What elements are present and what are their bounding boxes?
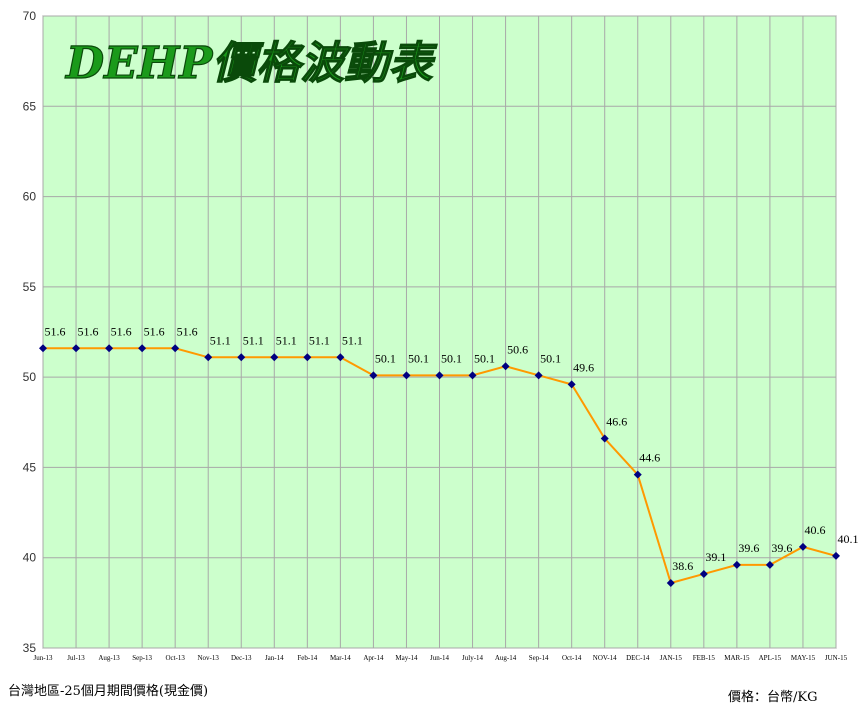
- data-marker: [336, 353, 345, 362]
- data-marker: [600, 434, 609, 443]
- data-marker: [468, 371, 477, 380]
- data-label: 39.6: [738, 541, 759, 555]
- data-marker: [798, 542, 807, 551]
- data-label: 51.1: [342, 333, 363, 347]
- data-label: 51.1: [210, 333, 231, 347]
- x-tick-label: July-14: [462, 654, 484, 662]
- x-tick-label: Sep-13: [132, 654, 152, 662]
- y-tick-label: 70: [23, 9, 37, 23]
- data-label: 44.6: [639, 451, 660, 465]
- data-label: 51.6: [177, 324, 198, 338]
- footer-right-note: 價格：台幣/KG: [728, 690, 818, 705]
- data-label: 51.6: [78, 324, 99, 338]
- x-tick-label: Oct-14: [562, 654, 582, 662]
- x-axis-ticks: Jun-13 Jul-13 Aug-13 Sep-13 Oct-13 Nov-13 Dec-…: [33, 654, 847, 662]
- data-marker: [534, 371, 543, 380]
- x-tick-label: Jun-14: [430, 654, 450, 662]
- data-marker: [501, 362, 510, 371]
- data-marker: [369, 371, 378, 380]
- y-tick-label: 50: [23, 370, 37, 384]
- data-label: 51.1: [276, 333, 297, 347]
- data-label: 51.1: [309, 333, 330, 347]
- x-tick-label: Sep-14: [529, 654, 549, 662]
- data-marker: [237, 353, 246, 362]
- data-label: 46.6: [606, 415, 627, 429]
- x-tick-label: Nov-13: [198, 654, 220, 662]
- data-label: 50.1: [441, 351, 462, 365]
- x-tick-label: Dec-13: [231, 654, 252, 662]
- y-tick-label: 45: [23, 460, 37, 474]
- data-label: 49.6: [573, 360, 594, 374]
- data-label: 51.6: [45, 324, 66, 338]
- data-marker: [171, 344, 180, 353]
- x-tick-label: NOV-14: [593, 654, 617, 662]
- data-marker: [567, 380, 576, 389]
- x-tick-label: Jan-14: [265, 654, 284, 662]
- x-tick-label: Feb-14: [297, 654, 317, 662]
- x-tick-label: Aug-13: [98, 654, 120, 662]
- x-tick-label: Aug-14: [495, 654, 517, 662]
- data-label: 50.1: [375, 351, 396, 365]
- data-label: 50.1: [408, 351, 429, 365]
- data-marker: [105, 344, 114, 353]
- data-marker: [204, 353, 213, 362]
- data-label: 50.1: [540, 351, 561, 365]
- x-tick-label: Oct-13: [165, 654, 185, 662]
- data-label: 51.1: [243, 333, 264, 347]
- chart-title: DEHP價格波動表: [64, 38, 437, 89]
- data-marker: [699, 569, 708, 578]
- data-marker: [666, 578, 675, 587]
- data-label: 39.1: [705, 550, 726, 564]
- y-tick-label: 35: [23, 641, 37, 655]
- x-tick-label: MAY-15: [791, 654, 816, 662]
- x-tick-label: JUN-15: [825, 654, 848, 662]
- x-tick-label: MAR-15: [724, 654, 750, 662]
- data-label: 50.1: [474, 351, 495, 365]
- y-tick-label: 55: [23, 280, 37, 294]
- x-tick-label: Jun-13: [33, 654, 53, 662]
- data-markers: [39, 344, 840, 587]
- footer-left-note: 台灣地區-25個月期間價格(現金價): [8, 684, 209, 699]
- data-label: 51.6: [111, 324, 132, 338]
- x-tick-label: Apr-14: [363, 654, 384, 662]
- data-label: 40.6: [804, 523, 825, 537]
- y-tick-label: 60: [23, 190, 37, 204]
- data-label: 51.6: [144, 324, 165, 338]
- x-tick-label: May-14: [395, 654, 418, 662]
- x-tick-label: Jul-13: [67, 654, 85, 662]
- data-label: 50.6: [507, 342, 528, 356]
- data-marker: [138, 344, 147, 353]
- data-marker: [633, 470, 642, 479]
- grid: [42, 15, 837, 649]
- data-labels: 51.6 51.6 51.6 51.6 51.6 51.1 51.1 51.1 51.1 51.1…: [45, 324, 859, 573]
- data-label: 38.6: [672, 559, 693, 573]
- x-tick-label: FEB-15: [693, 654, 716, 662]
- data-marker: [303, 353, 312, 362]
- data-label: 39.6: [771, 541, 792, 555]
- data-marker: [732, 560, 741, 569]
- x-tick-label: DEC-14: [626, 654, 650, 662]
- data-marker: [765, 560, 774, 569]
- data-marker: [435, 371, 444, 380]
- data-marker: [402, 371, 411, 380]
- y-tick-label: 40: [23, 551, 37, 565]
- data-marker: [72, 344, 81, 353]
- data-marker: [39, 344, 47, 353]
- x-tick-label: APL-15: [759, 654, 782, 662]
- y-tick-label: 65: [23, 99, 37, 113]
- data-marker: [270, 353, 279, 362]
- y-axis-ticks: 35 40 45 50 55 60 65 70: [23, 9, 37, 655]
- data-label: 40.1: [838, 532, 859, 546]
- data-marker: [832, 551, 840, 560]
- x-tick-label: JAN-15: [660, 654, 683, 662]
- x-tick-label: Mar-14: [330, 654, 351, 662]
